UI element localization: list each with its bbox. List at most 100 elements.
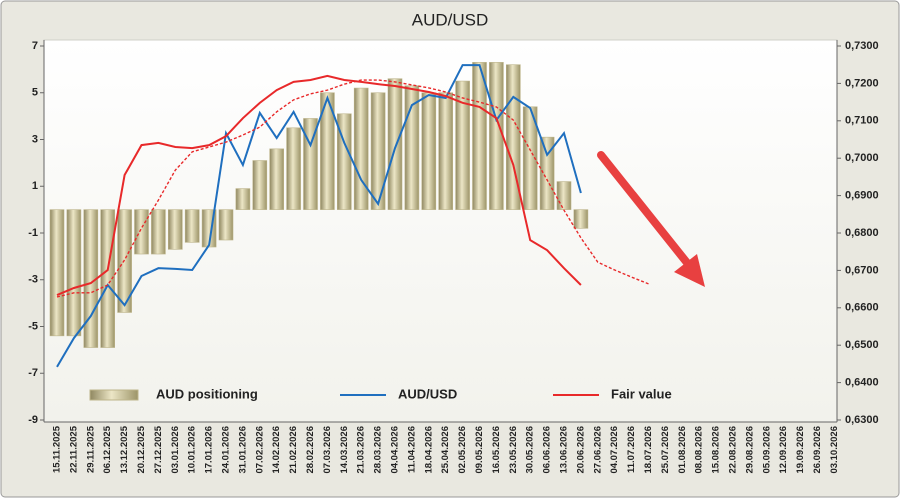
x-tick-label: 27.06.2026 (592, 426, 603, 474)
x-tick-label: 18.07.2026 (643, 426, 654, 474)
bar (573, 209, 589, 229)
x-tick-label: 21.02.2026 (288, 426, 299, 474)
x-tick-label: 24.01.2026 (221, 426, 232, 474)
x-tick-label: 30.05.2026 (525, 426, 536, 474)
bar (556, 181, 572, 210)
x-tick-label: 26.09.2026 (812, 426, 823, 474)
x-tick-label: 29.11.2025 (85, 425, 96, 473)
y-tick-label: 1 (32, 180, 38, 192)
y-tick-label: -9 (28, 414, 38, 426)
bar (218, 209, 234, 241)
x-tick-label: 18.04.2026 (423, 426, 434, 474)
x-tick-label: 20.12.2025 (136, 425, 147, 473)
x-tick-label: 25.07.2026 (660, 426, 671, 474)
bar (269, 148, 285, 210)
bar (303, 118, 318, 210)
y-tick-label: 5 (32, 87, 38, 99)
bar (455, 80, 470, 210)
x-tick-label: 03.01.2026 (170, 426, 181, 474)
x-tick-label: 31.01.2026 (237, 426, 248, 474)
y2-tick-label: 0,6600 (845, 302, 879, 314)
x-tick-label: 28.03.2026 (373, 426, 384, 474)
x-tick-label: 03.10.2026 (829, 426, 840, 474)
x-tick-label: 28.02.2026 (305, 426, 316, 474)
bar (387, 78, 403, 210)
bar (320, 92, 335, 210)
bar (134, 209, 149, 255)
bar (49, 209, 65, 337)
y2-tick-label: 0,6800 (845, 227, 879, 239)
y2-tick-label: 0,7100 (845, 115, 879, 127)
x-tick-label: 21.03.2026 (356, 426, 367, 474)
x-tick-label: 08.08.2026 (694, 426, 705, 474)
bar (66, 209, 82, 337)
line (56, 64, 582, 368)
bar (539, 136, 555, 210)
x-tick-label: 15.11.2025 (52, 425, 63, 473)
legend-label: AUD/USD (398, 386, 457, 401)
y2-tick-label: 0,6500 (845, 339, 879, 351)
y2-tick-label: 0,7200 (845, 77, 879, 89)
y2-tick-label: 0,6300 (845, 414, 879, 426)
y-tick-label: -3 (28, 274, 38, 286)
x-tick-label: 20.06.2026 (575, 426, 586, 474)
bar (184, 209, 200, 243)
x-tick-label: 06.12.2025 (102, 425, 113, 473)
chart-title: AUD/USD (412, 10, 489, 29)
x-tick-label: 25.04.2026 (440, 426, 451, 474)
x-tick-label: 02.05.2026 (457, 426, 468, 474)
line (56, 74, 582, 297)
x-tick-label: 06.06.2026 (542, 426, 553, 474)
x-tick-label: 13.06.2026 (559, 426, 570, 474)
x-tick-label: 19.09.2026 (795, 426, 806, 474)
x-tick-label: 23.05.2026 (508, 426, 519, 474)
y2-tick-label: 0,6900 (845, 190, 879, 202)
bar (100, 209, 115, 348)
x-tick-label: 13.12.2025 (119, 425, 130, 473)
x-tick-label: 16.05.2026 (491, 426, 502, 474)
bar (522, 106, 538, 210)
bar (489, 62, 504, 210)
x-tick-label: 14.02.2026 (271, 426, 282, 474)
y-tick-label: -1 (28, 227, 38, 239)
y-tick-label: 3 (32, 133, 38, 145)
bar (168, 209, 183, 250)
legend-label: AUD positioning (156, 386, 258, 401)
x-tick-label: 14.03.2026 (339, 426, 350, 474)
x-tick-label: 22.08.2026 (728, 426, 739, 474)
x-tick-label: 04.04.2026 (390, 426, 401, 474)
x-tick-label: 07.03.2026 (322, 426, 333, 474)
x-tick-label: 15.08.2026 (711, 426, 722, 474)
y-tick-label: -7 (28, 367, 38, 379)
bar (370, 92, 386, 210)
y2-tick-label: 0,6400 (845, 377, 879, 389)
y2-tick-label: 0,6700 (845, 264, 879, 276)
x-tick-label: 17.01.2026 (204, 426, 215, 474)
x-tick-label: 22.11.2025 (68, 425, 79, 473)
x-tick-label: 01.08.2026 (677, 426, 688, 474)
x-tick-label: 29.08.2026 (744, 426, 755, 474)
x-tick-label: 11.07.2026 (626, 426, 637, 473)
x-tick-label: 10.01.2026 (187, 426, 198, 474)
legend-swatch (89, 389, 139, 401)
bar (151, 209, 166, 255)
x-tick-label: 07.02.2026 (254, 426, 265, 474)
annotation-arrow (597, 151, 705, 287)
y-tick-label: 7 (32, 40, 38, 52)
x-tick-label: 27.12.2025 (153, 425, 164, 473)
y2-tick-label: 0,7000 (845, 152, 879, 164)
bar (252, 160, 268, 210)
bar (472, 62, 487, 210)
y2-tick-label: 0,7300 (845, 40, 879, 52)
x-tick-label: 12.09.2026 (778, 426, 789, 474)
bar (336, 113, 352, 210)
bar (353, 87, 369, 210)
x-tick-label: 09.05.2026 (474, 426, 485, 474)
bar (235, 188, 251, 210)
legend-label: Fair value (611, 386, 672, 401)
y-tick-label: -5 (28, 320, 38, 332)
x-tick-label: 11.04.2026 (406, 426, 417, 473)
bar (438, 92, 454, 210)
